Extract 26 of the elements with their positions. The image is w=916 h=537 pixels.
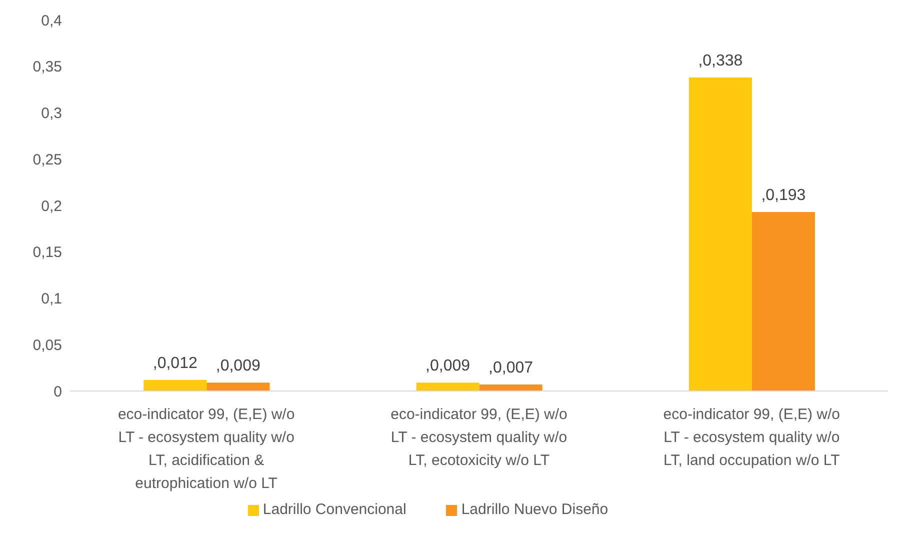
bar (688, 78, 752, 391)
data-label: ,0,012 (152, 354, 198, 372)
bar (752, 212, 815, 391)
x-tick-label: eco-indicator 99, (E,E) w/o LT - ecosystem quality w/o LT, land occupation w/o LT (663, 406, 840, 469)
data-label: ,0,193 (761, 186, 806, 204)
x-tick-label: eco-indicator 99, (E,E) w/o LT - ecosystem quality w/o LT, acidification & eutrophication w/o LT (118, 406, 295, 492)
y-tick-label: 0,25 (32, 151, 62, 168)
data-label: ,0,009 (216, 358, 260, 375)
bar (144, 380, 207, 391)
y-tick-label: 0,15 (32, 244, 62, 262)
legend-label: Ladrillo Nuevo Diseño (461, 501, 608, 518)
y-tick-label: 0 (54, 383, 62, 400)
bar (479, 384, 542, 391)
data-label: ,0,007 (488, 360, 534, 377)
bar (416, 382, 480, 391)
y-tick-label: 0,4 (41, 12, 62, 30)
y-tick-label: 0,1 (41, 290, 62, 308)
y-tick-label: 0,35 (32, 58, 62, 76)
legend-label: Ladrillo Convencional (262, 501, 406, 518)
data-label: ,0,338 (698, 52, 743, 70)
bar (206, 382, 270, 391)
y-tick-label: 0,05 (32, 336, 62, 354)
y-tick-label: 0,2 (41, 198, 62, 215)
y-tick-label: 0,3 (41, 105, 62, 122)
data-label: ,0,009 (426, 358, 470, 375)
x-tick-label: eco-indicator 99, (E,E) w/o LT - ecosystem quality w/o LT, ecotoxicity w/o LT (390, 406, 568, 469)
